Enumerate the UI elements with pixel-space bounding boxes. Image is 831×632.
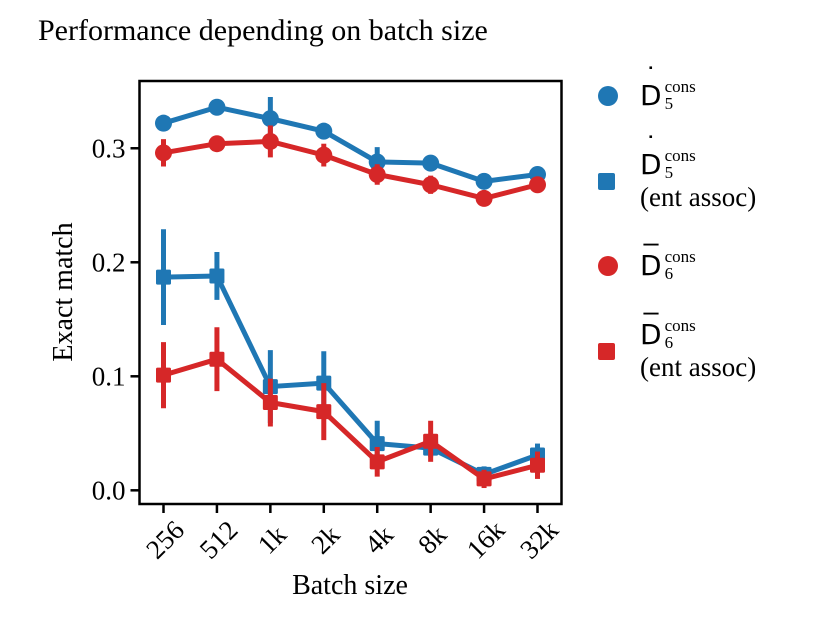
legend-marker-circle-icon xyxy=(598,256,618,276)
legend: ˙ D cons 5 ˙ D cons 5 (ent assoc) ¯ D xyxy=(584,65,757,410)
legend-item-d5-cons-ent-assoc: ˙ D cons 5 (ent assoc) xyxy=(584,134,757,221)
d-accent: ˙ xyxy=(644,63,658,93)
y-tick-label: 0.1 xyxy=(92,361,126,391)
supsub: cons 5 xyxy=(665,147,696,181)
superscript: cons xyxy=(664,315,696,335)
data-point-circle xyxy=(208,135,226,153)
supsub: cons 6 xyxy=(665,317,696,351)
x-tick-label: 2k xyxy=(305,519,346,560)
data-point-square xyxy=(476,471,492,487)
d-accent: ˙ xyxy=(644,131,658,162)
subscript: 5 xyxy=(664,162,674,182)
data-point-circle xyxy=(422,154,440,172)
subscript: 5 xyxy=(664,94,674,113)
y-tick-label: 0.2 xyxy=(92,247,126,277)
d-symbol: ˙ D xyxy=(640,134,662,181)
data-point-circle xyxy=(261,132,279,150)
d-symbol: ¯ D xyxy=(638,242,664,282)
y-tick-label: 0.3 xyxy=(92,133,126,163)
d-letter: D xyxy=(640,317,662,351)
x-tick-label: 4k xyxy=(359,519,400,560)
legend-label: ˙ D cons 5 (ent assoc) xyxy=(640,134,757,214)
data-point-circle xyxy=(261,110,279,128)
data-point-square xyxy=(530,457,545,473)
series-line xyxy=(161,356,540,482)
legend-math: ˙ D cons 5 xyxy=(640,134,756,181)
d-symbol: ˙ D xyxy=(640,65,662,112)
x-tick-label: 16k xyxy=(461,514,511,564)
legend-note: (ent assoc) xyxy=(640,181,757,212)
x-tick-label: 256 xyxy=(140,515,190,565)
data-point-circle xyxy=(475,172,493,190)
data-point-square xyxy=(156,269,171,285)
data-point-circle xyxy=(155,144,172,162)
data-point-square xyxy=(209,351,225,367)
y-tick-label: 0.0 xyxy=(92,475,126,505)
data-point-circle xyxy=(208,98,226,116)
data-point-square xyxy=(369,436,385,452)
d-letter: D xyxy=(640,147,662,181)
data-point-square xyxy=(316,404,332,420)
legend-label: ˙ D cons 5 xyxy=(640,65,696,112)
x-tick-label: 512 xyxy=(194,515,244,565)
subscript: 6 xyxy=(664,332,674,352)
d-letter: D xyxy=(640,79,662,112)
legend-item-d6-cons: ¯ D cons 6 xyxy=(584,240,756,292)
series-line xyxy=(161,138,540,201)
data-point-square xyxy=(209,268,225,284)
d-accent: ¯ xyxy=(637,240,664,270)
data-point-square xyxy=(156,367,171,383)
legend-label: ¯ D cons 6 (ent assoc) xyxy=(638,311,757,384)
chart-title: Performance depending on batch size xyxy=(38,14,488,47)
legend-item-d6-cons-ent-assoc: ¯ D cons 6 (ent assoc) xyxy=(584,311,756,391)
superscript: cons xyxy=(664,145,696,165)
d-symbol: ¯ D xyxy=(638,311,664,351)
legend-math: ¯ D cons 6 xyxy=(638,242,696,282)
data-point-square xyxy=(423,433,439,449)
data-point-circle xyxy=(368,165,386,183)
legend-marker-square-icon xyxy=(598,342,615,360)
superscript: cons xyxy=(664,247,696,266)
legend-math: ¯ D cons 6 xyxy=(638,311,756,351)
legend-item-d5-cons: ˙ D cons 5 xyxy=(584,65,756,122)
data-point-circle xyxy=(475,189,493,207)
data-point-circle xyxy=(315,146,333,164)
data-point-circle xyxy=(529,176,546,194)
data-point-circle xyxy=(315,122,333,140)
legend-note: (ent assoc) xyxy=(640,351,757,382)
data-point-circle xyxy=(155,114,172,132)
plot-frame xyxy=(138,79,563,506)
subscript: 6 xyxy=(664,264,674,283)
data-point-square xyxy=(262,395,278,411)
x-tick-label: 32k xyxy=(514,514,564,564)
legend-marker-square-icon xyxy=(598,172,615,190)
d-accent: ¯ xyxy=(637,308,664,339)
data-point-square xyxy=(369,454,385,470)
legend-math: ˙ D cons 5 xyxy=(640,65,696,112)
superscript: cons xyxy=(664,77,696,96)
d-letter: D xyxy=(640,249,662,282)
data-point-circle xyxy=(422,176,440,194)
x-tick-label: 8k xyxy=(412,519,453,560)
legend-marker-circle-icon xyxy=(598,86,618,106)
series-line xyxy=(161,104,540,184)
supsub: cons 6 xyxy=(665,248,696,282)
legend-label: ¯ D cons 6 xyxy=(638,242,696,282)
x-axis-label: Batch size xyxy=(292,570,408,601)
x-tick-label: 1k xyxy=(252,519,293,560)
supsub: cons 5 xyxy=(665,78,696,112)
series-line xyxy=(161,273,540,477)
data-point-circle xyxy=(368,153,386,171)
